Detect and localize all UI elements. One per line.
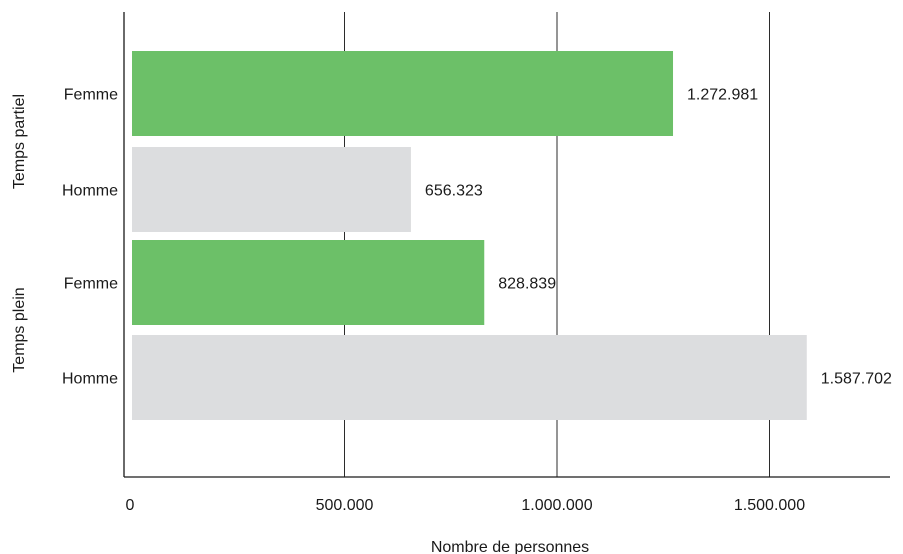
bars	[132, 51, 807, 420]
labels: 0 500.000 1.000.000 1.500.000 1.272.981 Femme…	[11, 87, 892, 515]
bar-value-label: 828.839	[498, 276, 556, 293]
bar-value-label: 1.587.702	[821, 371, 892, 388]
bar-value-label: 656.323	[425, 183, 483, 200]
x-axis-title: Nombre de personnes	[431, 539, 589, 554]
x-tick-label: 1.000.000	[521, 497, 592, 514]
x-tick-label: 1.500.000	[734, 497, 805, 514]
category-label: Femme	[64, 276, 118, 293]
bar-value-label: 1.272.981	[687, 87, 758, 104]
category-label: Femme	[64, 87, 118, 104]
bar	[132, 51, 674, 136]
bar	[132, 335, 807, 420]
category-label: Homme	[62, 371, 118, 388]
category-label: Homme	[62, 183, 118, 200]
x-tick-label: 500.000	[316, 497, 374, 514]
axes	[123, 12, 890, 478]
x-tick-label: 0	[126, 497, 135, 514]
bar	[132, 147, 411, 232]
group-label: Temps plein	[11, 287, 28, 372]
group-label: Temps partiel	[11, 94, 28, 189]
bar	[132, 240, 485, 325]
